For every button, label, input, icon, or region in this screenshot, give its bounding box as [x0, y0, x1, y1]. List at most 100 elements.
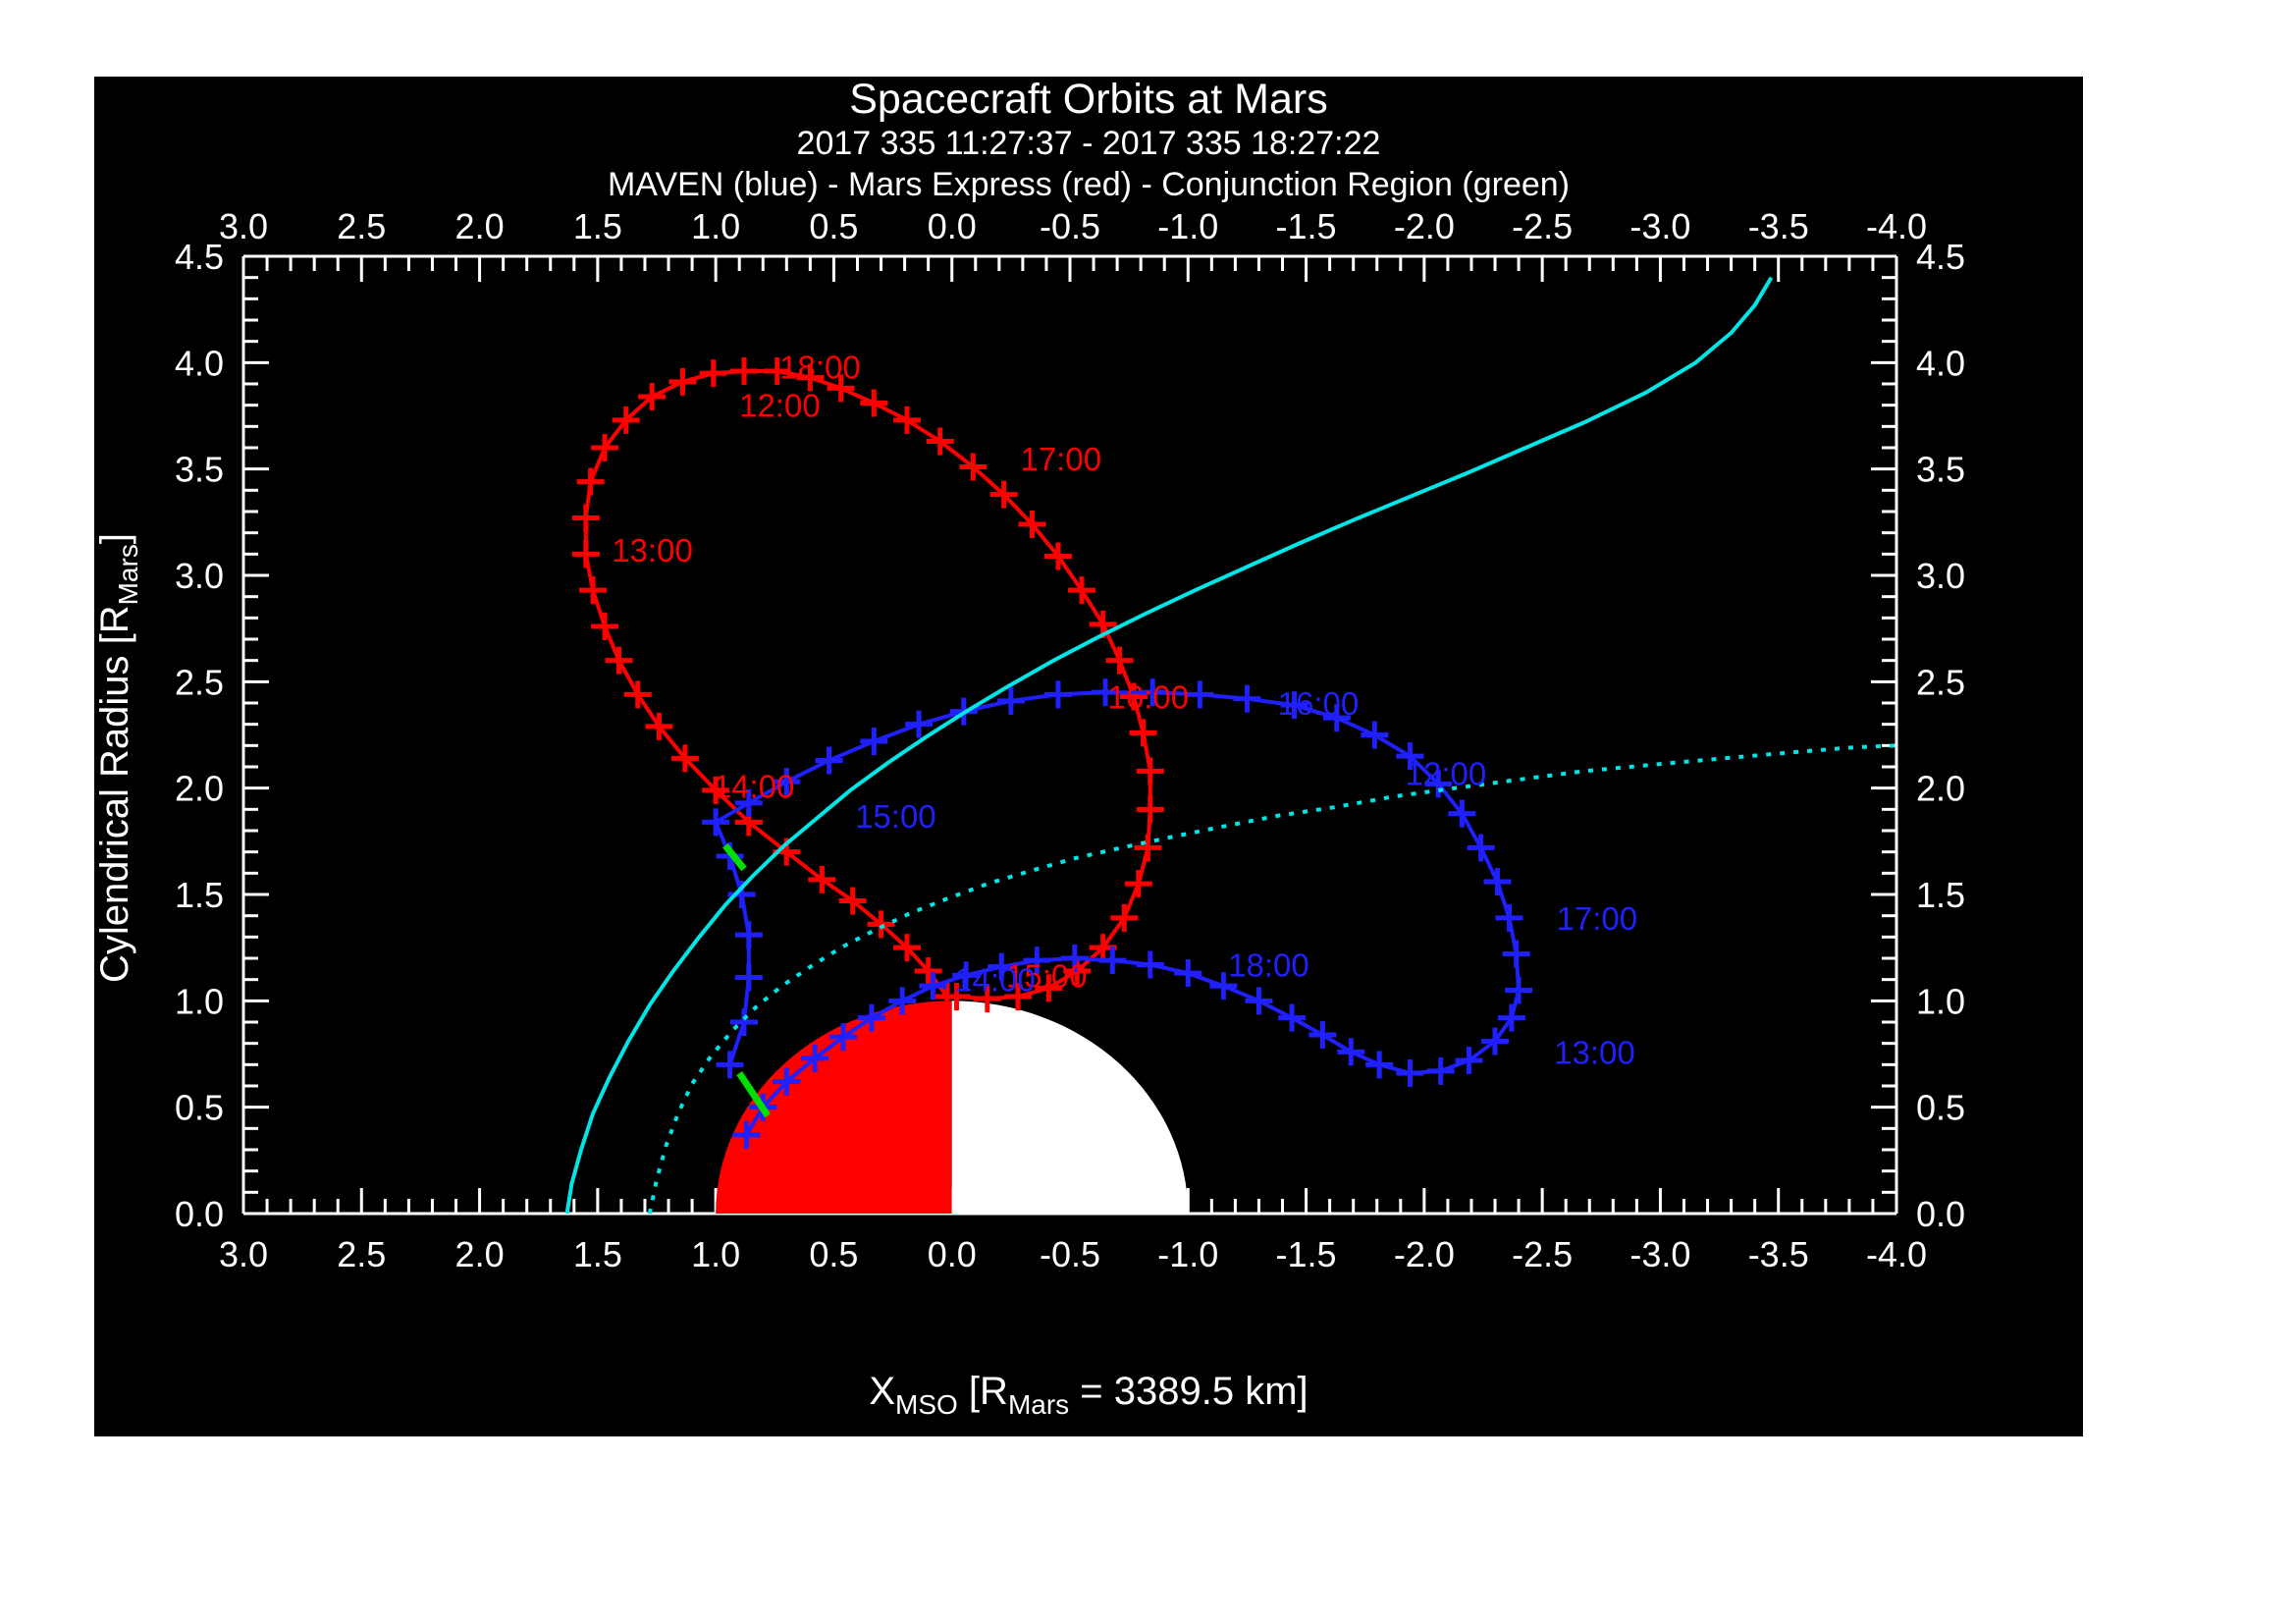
x-tick-label-bottom: -4.0	[1866, 1234, 1927, 1274]
x-tick-label-bottom: 3.0	[219, 1234, 268, 1274]
y-tick-label-right: 4.5	[1916, 237, 1965, 277]
x-tick-label-top: 0.0	[928, 206, 977, 246]
data-curves	[564, 276, 1897, 1215]
data-marker	[1337, 1038, 1365, 1066]
data-marker	[914, 957, 942, 985]
x-tick-label-bottom: 1.5	[573, 1234, 622, 1274]
data-marker	[612, 406, 640, 434]
x-tick-label-bottom: -2.5	[1512, 1234, 1573, 1274]
data-marker	[732, 1120, 761, 1149]
data-marker	[571, 540, 600, 568]
time-label: 14:00	[714, 769, 795, 805]
plot-subtitle: 2017 335 11:27:37 - 2017 335 18:27:22	[797, 125, 1381, 162]
data-marker	[893, 934, 922, 962]
y-tick-label-left: 2.0	[175, 769, 224, 809]
data-marker	[1136, 795, 1164, 824]
data-marker	[730, 1008, 759, 1036]
data-marker	[893, 406, 922, 434]
data-marker	[605, 646, 633, 675]
mars-nightside	[951, 1001, 1189, 1214]
data-marker	[1426, 1056, 1455, 1085]
data-marker	[1396, 742, 1424, 771]
x-tick-label-top: 2.5	[337, 206, 386, 246]
time-label: 13:00	[1554, 1034, 1635, 1070]
data-marker	[815, 746, 843, 775]
data-marker	[827, 374, 855, 403]
data-marker	[1174, 959, 1202, 988]
data-marker	[702, 776, 730, 804]
data-marker	[860, 389, 888, 417]
time-label: 12:00	[739, 388, 821, 424]
y-tick-label-right: 1.5	[1916, 875, 1965, 915]
y-tick-label-right: 0.5	[1916, 1088, 1965, 1128]
y-tick-label-right: 2.5	[1916, 662, 1965, 702]
data-marker	[952, 961, 981, 990]
time-label: 18:00	[1228, 947, 1309, 984]
y-tick-label-right: 2.0	[1916, 769, 1965, 809]
x-tick-label-bottom: -0.5	[1040, 1234, 1100, 1274]
data-marker	[926, 427, 954, 456]
y-tick-label-right: 3.0	[1916, 556, 1965, 596]
y-tick-label-right: 3.5	[1916, 450, 1965, 490]
data-marker	[1110, 903, 1139, 932]
mars-disk	[716, 1001, 1189, 1214]
conjunction-segment	[736, 1071, 772, 1118]
x-tick-label-bottom: -1.0	[1157, 1234, 1218, 1274]
data-marker	[571, 504, 600, 532]
data-marker	[716, 1051, 744, 1079]
x-tick-label-bottom: -2.0	[1394, 1234, 1455, 1274]
data-marker	[1280, 691, 1308, 720]
data-marker	[1361, 721, 1389, 749]
time-label: 18:00	[779, 350, 861, 386]
x-tick-label-top: -1.0	[1157, 206, 1218, 246]
data-marker	[638, 383, 667, 410]
data-marker	[763, 357, 791, 385]
titles: Spacecraft Orbits at Mars 2017 335 11:27…	[608, 77, 1570, 203]
y-tick-label-left: 1.5	[175, 875, 224, 915]
orbit-plot: Spacecraft Orbits at Mars 2017 335 11:27…	[94, 77, 1965, 1420]
y-tick-label-left: 4.0	[175, 343, 224, 383]
time-label: 17:00	[1020, 441, 1101, 477]
x-tick-label-bottom: 2.5	[337, 1234, 386, 1274]
x-tick-label-bottom: -3.5	[1748, 1234, 1809, 1274]
data-marker	[1043, 542, 1072, 570]
data-marker	[1098, 947, 1127, 975]
x-tick-label-bottom: -3.0	[1629, 1234, 1690, 1274]
data-marker	[1043, 680, 1072, 709]
data-marker	[1060, 945, 1089, 972]
x-tick-label-top: -4.0	[1866, 206, 1927, 246]
data-marker	[988, 952, 1016, 981]
x-tick-label-top: 3.0	[219, 206, 268, 246]
data-marker	[829, 1023, 858, 1052]
data-marker	[645, 712, 673, 740]
data-marker	[1119, 682, 1148, 711]
data-marker	[591, 434, 619, 461]
data-marker	[1004, 983, 1033, 1010]
time-label: 17:00	[1557, 900, 1638, 937]
data-marker	[734, 963, 763, 992]
data-marker	[1136, 757, 1164, 785]
data-marker	[1134, 834, 1162, 862]
y-tick-label-left: 0.5	[175, 1088, 224, 1128]
x-tick-label-top: 1.0	[691, 206, 740, 246]
data-marker	[623, 680, 652, 709]
data-marker	[1092, 678, 1120, 707]
data-marker	[702, 808, 730, 837]
data-marker	[1483, 868, 1512, 895]
x-axis-label: XMSO [RMars = 3389.5 km]	[869, 1370, 1308, 1420]
data-marker	[730, 357, 759, 385]
data-marker	[734, 921, 763, 949]
x-tick-label-top: -1.5	[1276, 206, 1337, 246]
time-label: 16:00	[1278, 685, 1360, 722]
data-marker	[801, 1044, 829, 1072]
x-tick-label-bottom: 2.0	[455, 1234, 505, 1274]
data-marker	[888, 987, 917, 1015]
x-tick-label-bottom: 0.0	[928, 1234, 977, 1274]
y-tick-label-left: 3.0	[175, 556, 224, 596]
data-marker	[699, 359, 727, 388]
data-marker	[942, 983, 971, 1010]
data-marker	[857, 1003, 885, 1032]
data-marker	[838, 887, 867, 915]
data-marker	[860, 728, 888, 755]
